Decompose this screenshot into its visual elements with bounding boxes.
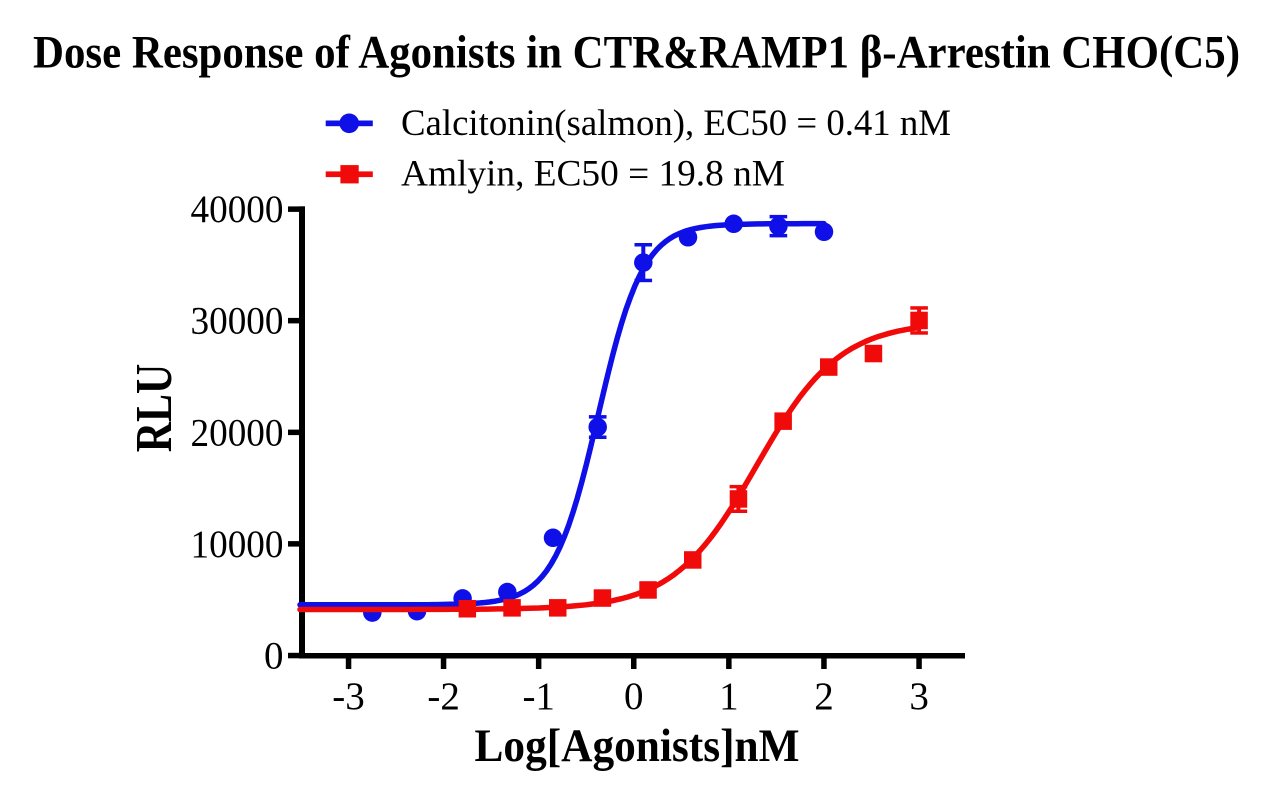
svg-text:-1: -1 [522, 675, 555, 718]
svg-text:20000: 20000 [191, 411, 284, 454]
svg-text:-2: -2 [427, 675, 460, 718]
svg-text:Calcitonin(salmon), EC50 = 0.4: Calcitonin(salmon), EC50 = 0.41 nM [401, 103, 951, 144]
svg-text:Amlyin, EC50 = 19.8 nM: Amlyin, EC50 = 19.8 nM [401, 153, 785, 194]
svg-text:0: 0 [264, 635, 284, 678]
svg-text:40000: 40000 [191, 188, 284, 231]
svg-text:2: 2 [814, 675, 834, 718]
svg-text:3: 3 [909, 675, 929, 718]
svg-text:1: 1 [719, 675, 739, 718]
svg-text:0: 0 [624, 675, 644, 718]
svg-text:Log[Agonists]nM: Log[Agonists]nM [475, 721, 800, 772]
svg-text:30000: 30000 [191, 300, 284, 343]
svg-text:RLU: RLU [126, 364, 183, 452]
svg-text:Dose Response of Agonists in C: Dose Response of Agonists in CTR&RAMP1 β… [33, 27, 1240, 79]
svg-text:10000: 10000 [191, 523, 284, 566]
svg-text:-3: -3 [332, 675, 365, 718]
